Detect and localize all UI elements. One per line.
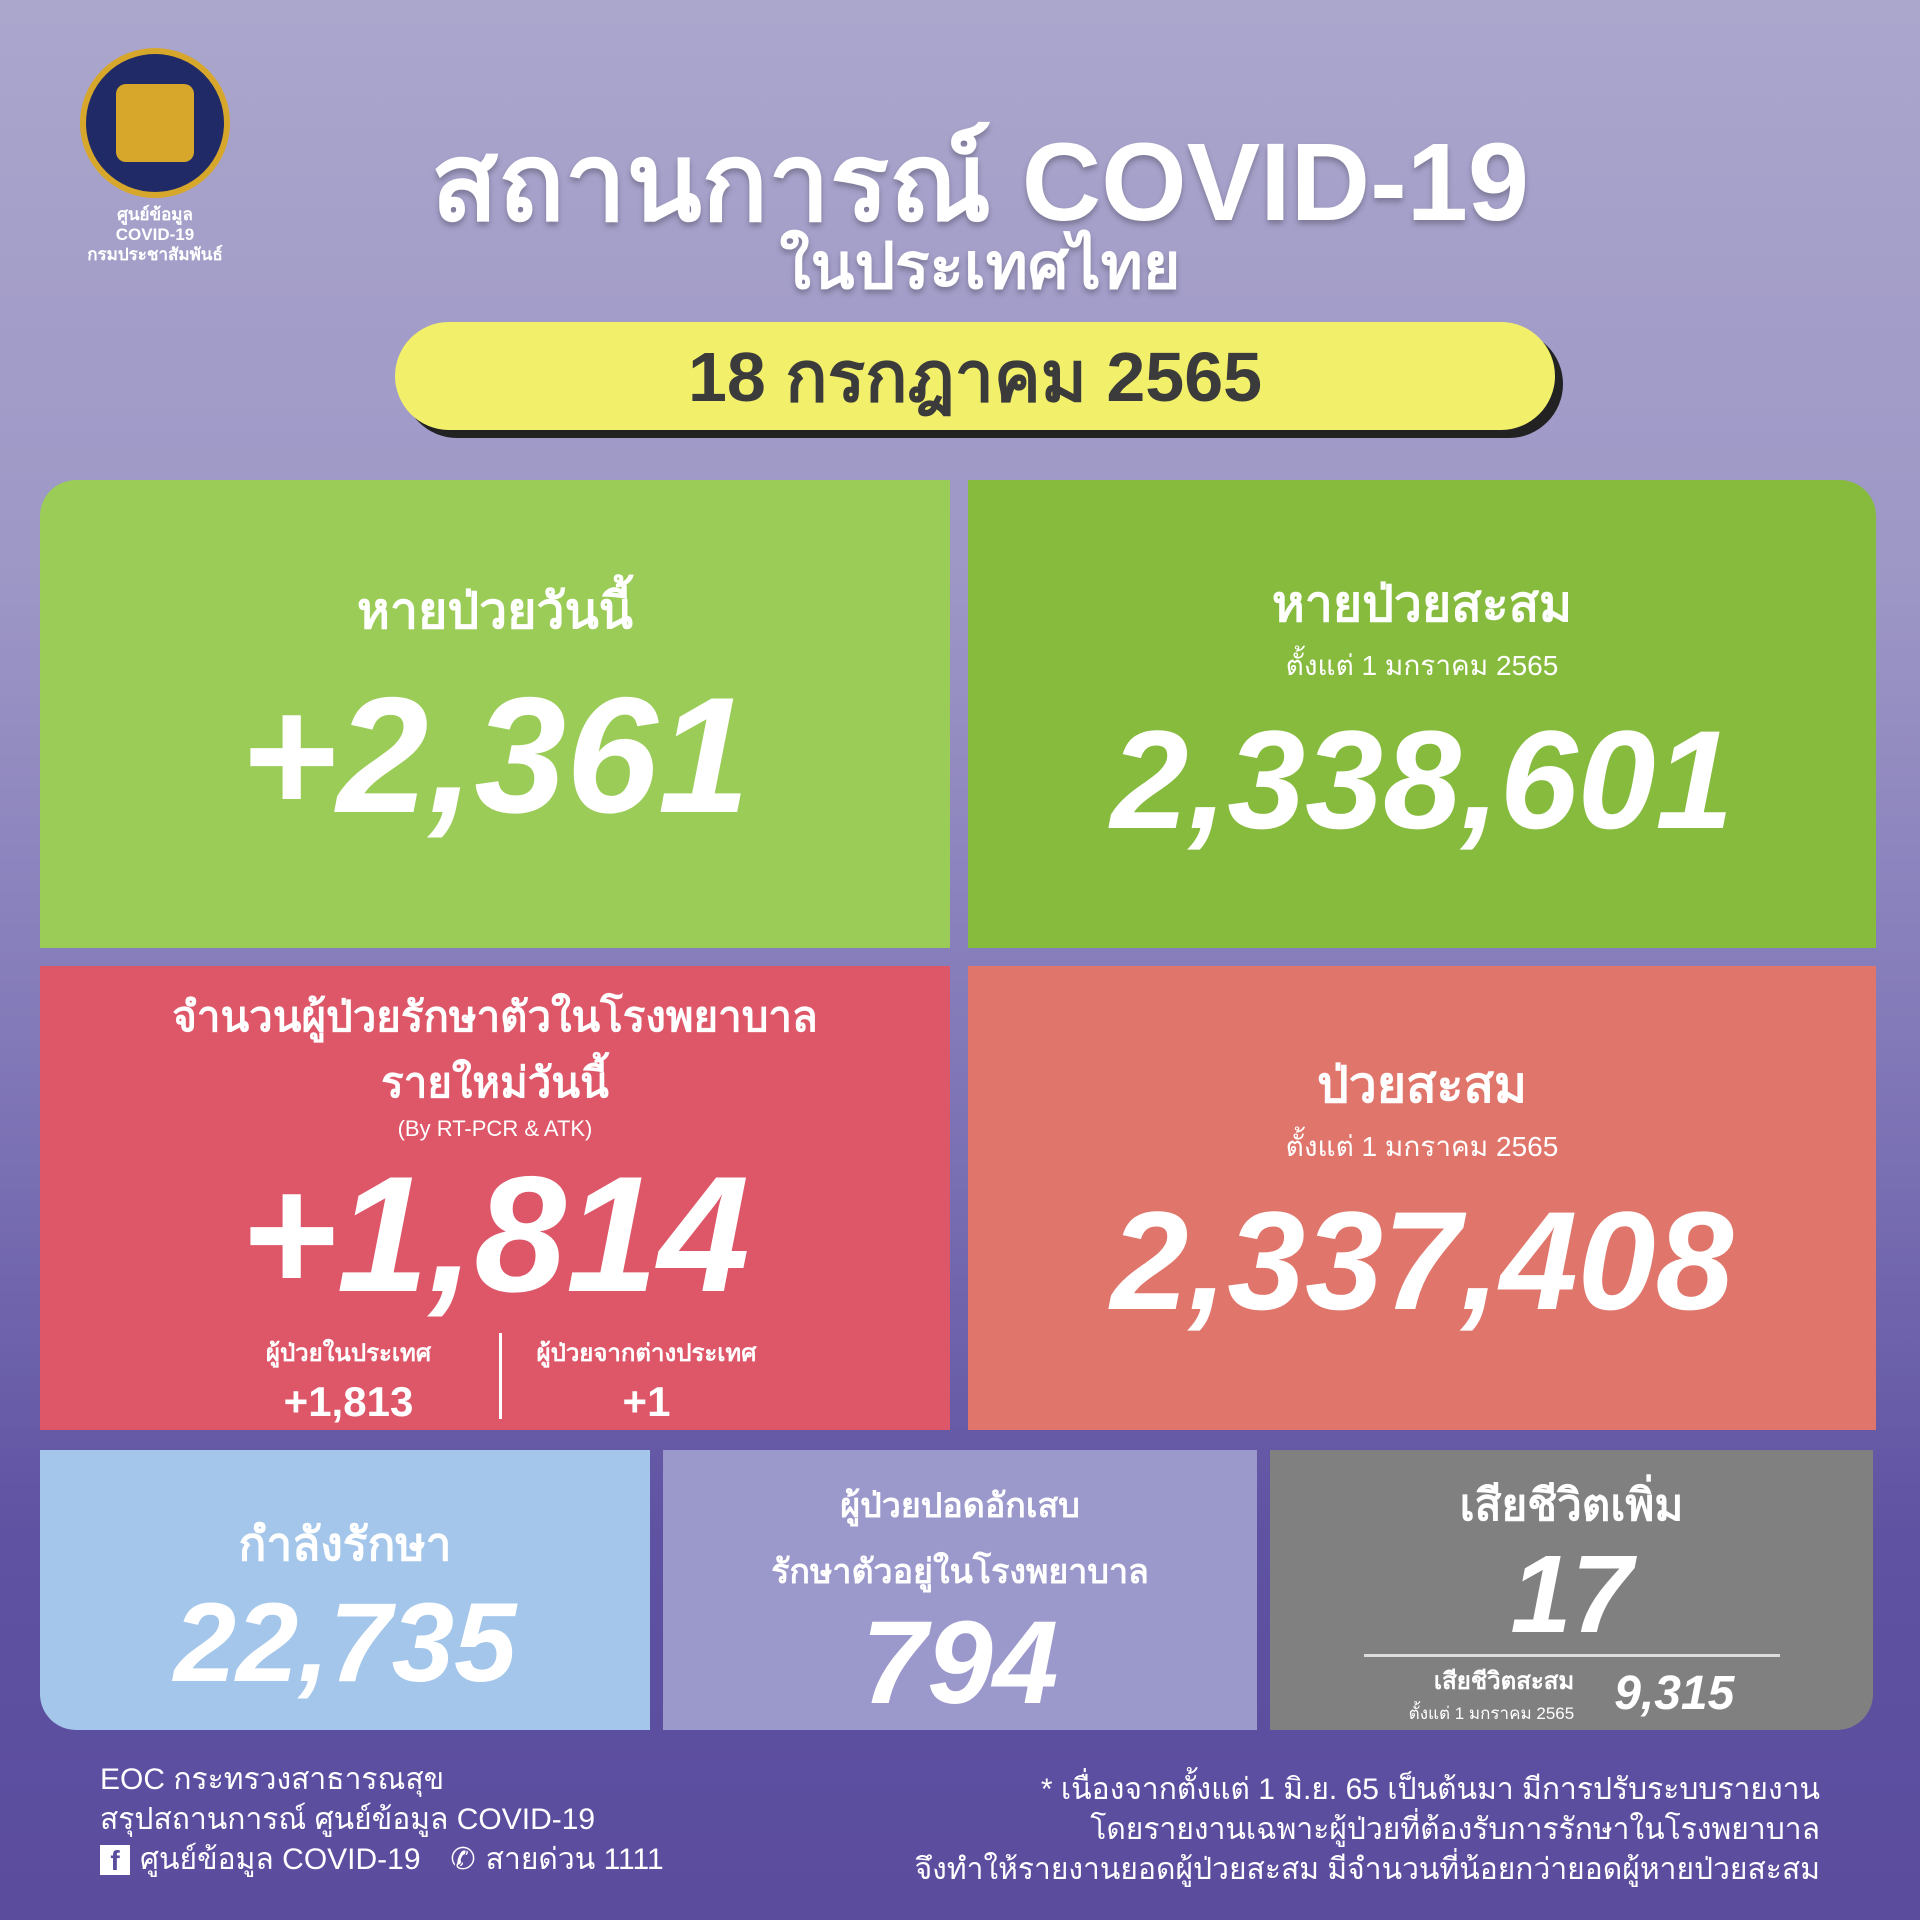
- page-subtitle: ในประเทศไทย: [779, 230, 1181, 302]
- source-line: สรุปสถานการณ์ ศูนย์ข้อมูล COVID-19: [100, 1803, 596, 1836]
- note-line: * เนื่องจากตั้งแต่ 1 มิ.ย. 65 เป็นต้นมา …: [1040, 1773, 1820, 1806]
- logo-caption: ศูนย์ข้อมูล COVID-19 กรมประชาสัมพันธ์: [60, 205, 250, 265]
- card-label: ป่วยสะสม: [1317, 1057, 1527, 1113]
- new-cases-card: จำนวนผู้ป่วยรักษาตัวในโรงพยาบาล รายใหม่ว…: [40, 966, 950, 1430]
- total-cases-card: ป่วยสะสม ตั้งแต่ 1 มกราคม 2565 2,337,408: [968, 966, 1876, 1430]
- card-label: หายป่วยวันนี้: [357, 583, 633, 639]
- card-label: รักษาตัวอยู่ในโรงพยาบาล: [771, 1553, 1149, 1591]
- card-since: ตั้งแต่ 1 มกราคม 2565: [1285, 650, 1559, 681]
- note-line: โดยรายงานเฉพาะผู้ป่วยที่ต้องรับการรักษาใ…: [1090, 1813, 1820, 1846]
- divider: [1363, 1654, 1780, 1657]
- card-value: 2,338,601: [1110, 701, 1734, 858]
- card-value: +2,361: [240, 663, 750, 847]
- recovered-today-card: หายป่วยวันนี้ +2,361: [40, 480, 950, 948]
- treating-card: กำลังรักษา 22,735: [40, 1450, 650, 1730]
- card-value: 22,735: [173, 1580, 517, 1705]
- card-label: กำลังรักษา: [238, 1518, 452, 1570]
- card-value: +1,814: [240, 1142, 750, 1326]
- deaths-card: เสียชีวิตเพิ่ม 17 เสียชีวิตสะสม ตั้งแต่ …: [1270, 1450, 1873, 1730]
- hotline: สายด่วน 1111: [485, 1843, 664, 1876]
- imported-value: +1: [622, 1378, 671, 1425]
- facebook-link[interactable]: ศูนย์ข้อมูล COVID-19: [140, 1843, 421, 1876]
- card-since: ตั้งแต่ 1 มกราคม 2565: [1285, 1131, 1559, 1162]
- logo-line: COVID-19: [115, 225, 195, 244]
- recovered-total-card: หายป่วยสะสม ตั้งแต่ 1 มกราคม 2565 2,338,…: [968, 480, 1876, 948]
- source-line: EOC กระทรวงสาธารณสุข: [100, 1763, 445, 1796]
- government-seal-logo: [80, 48, 230, 198]
- card-label: รายใหม่วันนี้: [381, 1059, 609, 1106]
- card-label: ผู้ป่วยปอดอักเสบ: [840, 1487, 1080, 1525]
- card-note: (By RT-PCR & ATK): [397, 1116, 593, 1141]
- footer-note: * เนื่องจากตั้งแต่ 1 มิ.ย. 65 เป็นต้นมา …: [915, 1770, 1820, 1890]
- card-value: 794: [861, 1597, 1059, 1729]
- total-deaths-value: 9,315: [1614, 1667, 1735, 1720]
- divider: [498, 1333, 502, 1419]
- card-label: จำนวนผู้ป่วยรักษาตัวในโรงพยาบาล: [172, 993, 818, 1040]
- page-title: สถานการณ์ COVID-19: [430, 121, 1530, 244]
- total-deaths-since: ตั้งแต่ 1 มกราคม 2565: [1408, 1704, 1575, 1723]
- date-badge: 18 กรกฎาคม 2565: [395, 322, 1555, 430]
- card-value: 17: [1510, 1533, 1633, 1656]
- facebook-icon: f: [100, 1845, 130, 1876]
- card-value: 2,337,408: [1110, 1182, 1734, 1339]
- pneumonia-card: ผู้ป่วยปอดอักเสบ รักษาตัวอยู่ในโรงพยาบาล…: [663, 1450, 1257, 1730]
- domestic-value: +1,813: [283, 1378, 414, 1425]
- footer-source: EOC กระทรวงสาธารณสุข สรุปสถานการณ์ ศูนย์…: [100, 1760, 664, 1880]
- card-label: หายป่วยสะสม: [1271, 576, 1573, 632]
- card-label: เสียชีวิตเพิ่ม: [1459, 1481, 1684, 1530]
- total-deaths-label: เสียชีวิตสะสม: [1433, 1668, 1575, 1695]
- domestic-label: ผู้ป่วยในประเทศ: [265, 1340, 432, 1367]
- note-line: จึงทำให้รายงานยอดผู้ป่วยสะสม มีจำนวนที่น…: [914, 1853, 1820, 1886]
- logo-line: ศูนย์ข้อมูล: [117, 205, 193, 224]
- phone-icon: ✆: [450, 1843, 476, 1876]
- imported-label: ผู้ป่วยจากต่างประเทศ: [536, 1340, 757, 1367]
- logo-line: กรมประชาสัมพันธ์: [87, 245, 223, 264]
